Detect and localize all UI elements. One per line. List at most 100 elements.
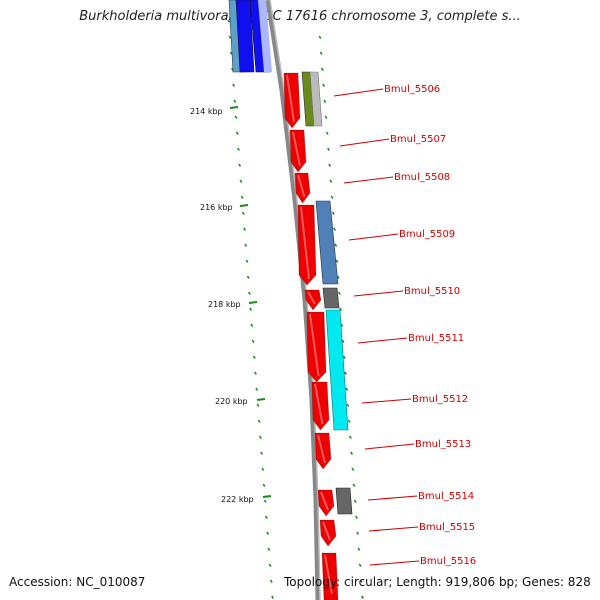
gene-label: Bmul_5514 [418, 491, 474, 502]
gene-5507 [289, 129, 307, 173]
gene-label: Bmul_5516 [420, 556, 476, 567]
gene-label: Bmul_5506 [384, 84, 440, 95]
tick-dot [232, 83, 236, 87]
tick-dot [353, 499, 357, 503]
gene-5515-shine [322, 521, 331, 541]
gene-leader-line [368, 526, 419, 532]
tick-dot [234, 115, 238, 119]
tick-dot [324, 115, 328, 119]
kbp-tick [239, 204, 249, 207]
kbp-label: 216 kbp [200, 203, 233, 212]
tick-dot [361, 595, 364, 599]
gene-leader-line [367, 495, 418, 501]
tick-dot [336, 275, 340, 279]
tick-dot [227, 19, 231, 23]
gene-5511-shine [309, 313, 320, 377]
tick-dot [245, 259, 249, 263]
tick-dot [260, 451, 264, 455]
gene-5509 [297, 204, 317, 286]
gene-5507-shine [292, 131, 301, 167]
tick-dot [233, 99, 237, 103]
gene-5513-shine [317, 434, 326, 464]
tick-dot [244, 243, 248, 247]
tick-dot [240, 195, 244, 199]
tick-dot [334, 243, 338, 247]
tick-dot [239, 179, 243, 183]
gene-features [228, 0, 353, 600]
backbone-line [265, 0, 321, 600]
gene-5515 [319, 519, 337, 547]
tick-dot [342, 355, 346, 359]
gene-leader-line [357, 337, 408, 344]
tick-dot [318, 35, 322, 39]
tick-dot [327, 147, 330, 151]
tick-dot [268, 563, 272, 567]
gene-5506 [283, 72, 301, 129]
gray-gene-top [309, 71, 323, 127]
tick-dot [322, 83, 326, 87]
tick-dot [267, 547, 271, 551]
gene-leader-line [364, 443, 415, 450]
kbp-tick [229, 106, 239, 109]
blue-gene-b [235, 0, 255, 73]
tick-dot [333, 227, 336, 231]
tick-dot [252, 355, 256, 359]
tick-dot [351, 467, 355, 471]
tick-dot [323, 99, 327, 103]
tick-dot [255, 387, 259, 391]
tick-dot [341, 339, 345, 343]
kbp-label: 220 kbp [215, 397, 248, 406]
gene-labels: Bmul_5506 Bmul_5507 Bmul_5508 Bmul_5509 Bmul… [333, 84, 476, 567]
tick-dot [262, 483, 266, 487]
tick-dot [235, 131, 239, 135]
gene-5512-shine [314, 383, 324, 425]
tick-dot [238, 163, 242, 167]
gene-5506-shine [286, 74, 295, 123]
gene-5514-shine [320, 491, 329, 511]
kbp-tick [248, 301, 258, 304]
gene-5516 [321, 552, 339, 600]
tick-dot [337, 291, 341, 295]
tick-dot [352, 483, 356, 487]
gene-5514 [317, 489, 335, 517]
tick-dot [340, 323, 344, 327]
tick-dot [357, 547, 361, 551]
tick-dot [348, 435, 352, 439]
tick-dot [257, 419, 261, 423]
kbp-label: 222 kbp [221, 495, 254, 504]
tick-dot [347, 419, 351, 423]
gene-label: Bmul_5512 [412, 394, 468, 405]
gene-label: Bmul_5507 [390, 134, 446, 145]
tick-dot [358, 563, 362, 567]
position-tick-marks [227, 19, 364, 599]
tick-dot [320, 67, 324, 71]
gene-label: Bmul_5510 [404, 286, 460, 297]
tick-dot [271, 595, 274, 599]
tick-dot [250, 323, 254, 327]
tick-dot [243, 227, 246, 231]
gene-leader-line [361, 398, 412, 404]
gene-5509-shine [300, 206, 310, 280]
gene-label: Bmul_5508 [394, 172, 450, 183]
tick-dot [355, 515, 358, 519]
gray-gene-5514 [335, 487, 353, 515]
tick-dot [254, 371, 257, 375]
kbp-tick [262, 495, 272, 498]
gene-5512 [311, 381, 330, 431]
gray-gene-5510 [322, 287, 340, 309]
gene-5510 [304, 289, 322, 311]
gene-leader-line [333, 88, 384, 97]
tick-dot [246, 275, 250, 279]
tick-dot [345, 387, 349, 391]
tick-dot [330, 195, 334, 199]
gene-label: Bmul_5509 [399, 229, 455, 240]
gene-5513 [314, 432, 332, 470]
tick-dot [249, 307, 253, 311]
tick-dot [329, 179, 333, 183]
gene-leader-line [339, 138, 390, 147]
gene-leader-line [343, 176, 394, 184]
tick-dot [263, 499, 267, 503]
gene-label: Bmul_5515 [419, 522, 475, 533]
